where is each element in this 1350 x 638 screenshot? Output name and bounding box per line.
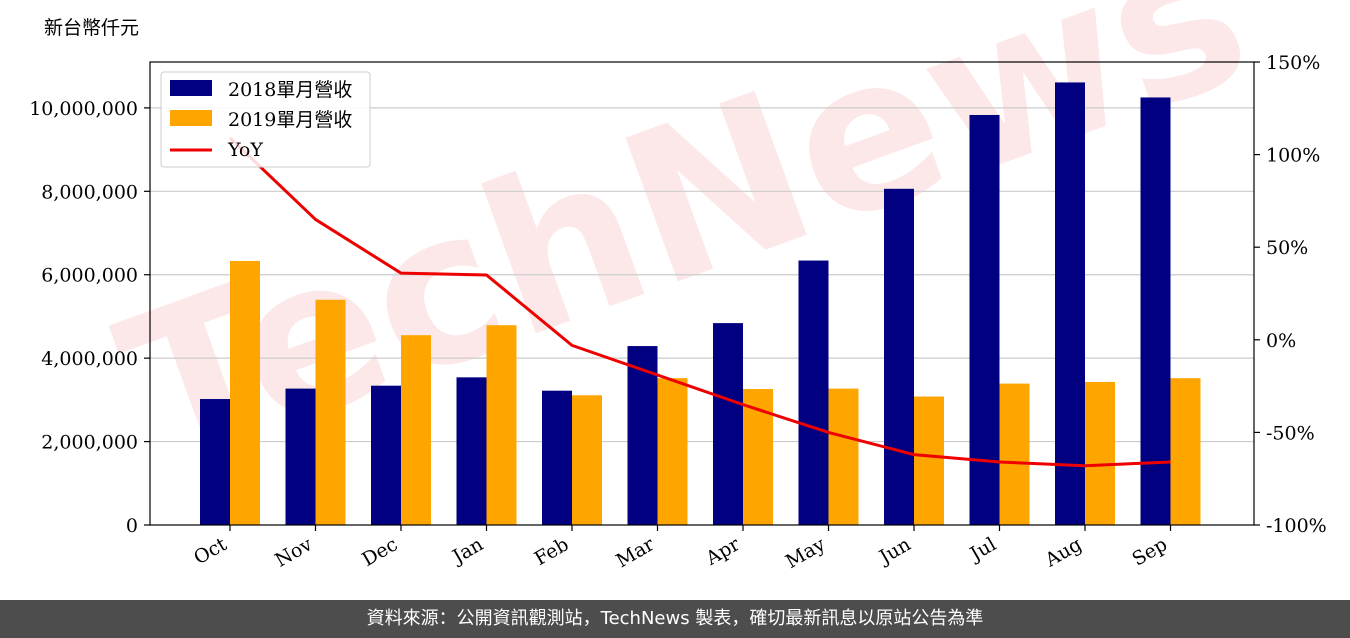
yoy-line bbox=[228, 136, 1171, 468]
legend-label-yoy: YoY bbox=[227, 139, 263, 161]
unit-label: 新台幣仟元 bbox=[44, 17, 139, 39]
bar-2019 bbox=[230, 260, 260, 525]
bar-2018 bbox=[371, 385, 401, 525]
bar-2019 bbox=[999, 383, 1030, 525]
bar-2018 bbox=[884, 188, 914, 526]
x-tick-label: Aug bbox=[1041, 533, 1086, 572]
y-tick-label: 10,000,000 bbox=[29, 98, 138, 120]
legend-label-2018: 2018單月營收 bbox=[228, 79, 352, 101]
plot-frame bbox=[149, 61, 1255, 526]
y2-tick-label: 0% bbox=[1266, 330, 1296, 352]
x-tick-label: Sep bbox=[1128, 533, 1171, 570]
y2-tick-label: 50% bbox=[1266, 237, 1308, 259]
bar-2018 bbox=[713, 323, 743, 525]
x-tick-label: Nov bbox=[271, 533, 316, 572]
bar-2019 bbox=[486, 325, 517, 525]
y-tick-label: 2,000,000 bbox=[41, 432, 138, 454]
bar-2019 bbox=[572, 395, 602, 525]
bar-2018 bbox=[200, 399, 230, 525]
bar-2019 bbox=[401, 335, 431, 525]
y2-tick-label: 100% bbox=[1266, 145, 1320, 167]
bar-2019 bbox=[828, 388, 859, 525]
legend-swatch-2018 bbox=[170, 80, 212, 96]
x-tick-label: Mar bbox=[612, 533, 658, 572]
bar-2019 bbox=[914, 396, 944, 525]
legend-swatch-2019 bbox=[170, 110, 212, 126]
y2-tick-label: 150% bbox=[1266, 52, 1320, 74]
x-tick-label: Jun bbox=[874, 533, 915, 569]
bar-2019 bbox=[1085, 381, 1115, 525]
x-tick-label: Oct bbox=[190, 533, 231, 569]
source-footer: 資料來源：公開資訊觀測站，TechNews 製表，確切最新訊息以原站公告為準 bbox=[0, 600, 1350, 638]
legend-label-2019: 2019單月營收 bbox=[228, 109, 352, 131]
bar-2018 bbox=[456, 377, 487, 525]
y2-tick-label: -100% bbox=[1266, 515, 1327, 537]
bars bbox=[200, 82, 1201, 526]
x-tick-label: Jul bbox=[965, 533, 1000, 566]
bar-2019 bbox=[1170, 378, 1201, 525]
legend: 2018單月營收 2019單月營收 YoY bbox=[160, 71, 371, 168]
y-tick-label: 6,000,000 bbox=[41, 265, 138, 287]
x-tick-label: Apr bbox=[701, 533, 744, 570]
bar-2019 bbox=[657, 378, 688, 525]
y2-tick-label: -50% bbox=[1266, 422, 1315, 444]
x-tick-label: May bbox=[782, 533, 829, 573]
y-tick-label: 4,000,000 bbox=[41, 348, 138, 370]
bar-2018 bbox=[969, 114, 1000, 525]
x-tick-label: Feb bbox=[531, 533, 573, 570]
bar-2018 bbox=[798, 260, 829, 525]
y-tick-label: 0 bbox=[126, 515, 138, 537]
revenue-chart: 新台幣仟元 TechNews 02,000,0004,000,0006,000,… bbox=[29, 0, 1327, 573]
bar-2018 bbox=[285, 388, 316, 525]
bar-2018 bbox=[627, 346, 658, 525]
x-tick-label: Dec bbox=[358, 533, 401, 571]
legend-frame bbox=[160, 71, 371, 168]
bar-2018 bbox=[1140, 97, 1171, 525]
x-tick-label: Jan bbox=[447, 533, 487, 569]
bar-2019 bbox=[315, 299, 346, 525]
y-tick-label: 8,000,000 bbox=[41, 181, 138, 203]
bar-2018 bbox=[1055, 82, 1085, 526]
yoy-line-layer bbox=[228, 136, 1171, 468]
bar-2018 bbox=[542, 390, 572, 525]
